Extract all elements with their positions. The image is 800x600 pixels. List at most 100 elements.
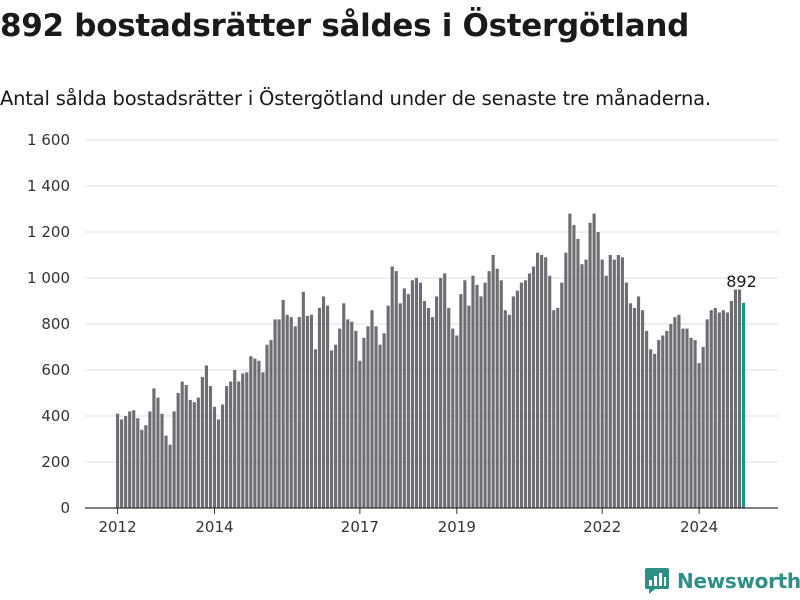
bar	[398, 303, 402, 508]
bar	[277, 319, 281, 508]
bar	[253, 358, 257, 508]
bar	[188, 399, 192, 508]
bar	[289, 317, 293, 508]
x-tick-label: 2014	[195, 518, 233, 536]
bar	[499, 280, 503, 508]
bar	[342, 303, 346, 508]
bar	[737, 289, 742, 508]
bar	[233, 370, 237, 508]
bar	[216, 419, 221, 508]
bar	[733, 289, 738, 508]
bar	[685, 328, 689, 508]
y-tick-label: 600	[41, 361, 70, 379]
bar	[334, 344, 338, 508]
x-tick-label: 2012	[98, 518, 136, 536]
y-tick-label: 1 200	[27, 223, 70, 241]
bar	[580, 264, 584, 508]
bar	[237, 381, 241, 508]
bar	[120, 419, 124, 508]
x-tick-label: 2017	[341, 518, 379, 536]
bar	[536, 252, 540, 508]
bar	[212, 406, 217, 508]
bar	[527, 273, 532, 508]
bar	[596, 232, 600, 508]
bar	[241, 373, 245, 508]
bar	[649, 349, 653, 508]
bar	[148, 411, 152, 508]
bar	[641, 310, 645, 508]
bar	[564, 252, 568, 508]
x-tick-label: 2022	[583, 518, 621, 536]
bar	[519, 282, 523, 508]
bar	[455, 335, 459, 508]
bar	[265, 344, 269, 508]
bar	[471, 275, 475, 508]
bar-series	[116, 213, 746, 509]
bar	[552, 310, 556, 508]
bar	[354, 330, 358, 508]
bar	[152, 388, 156, 508]
bar	[350, 321, 354, 508]
bar	[406, 294, 410, 508]
bar	[132, 410, 136, 508]
bar	[463, 280, 467, 508]
bar	[475, 284, 479, 508]
bar	[697, 363, 701, 508]
y-tick-label: 1 000	[27, 269, 70, 287]
bar	[645, 330, 649, 508]
bar	[653, 353, 657, 508]
x-tick-label: 2024	[680, 518, 718, 536]
bar	[661, 335, 665, 508]
bar	[394, 271, 398, 508]
bar	[124, 416, 128, 508]
bar	[257, 360, 261, 508]
bar	[366, 326, 370, 508]
y-tick-label: 1 600	[27, 131, 70, 149]
bar	[160, 413, 164, 508]
bar	[390, 266, 394, 508]
bar	[386, 305, 390, 508]
bar	[451, 328, 455, 508]
bar	[523, 280, 528, 508]
y-tick-label: 0	[60, 499, 70, 517]
bar	[326, 305, 330, 508]
bar	[556, 307, 560, 508]
bar	[507, 314, 511, 508]
bar	[221, 404, 225, 508]
bar	[560, 282, 564, 508]
bar	[156, 397, 160, 508]
bar	[624, 282, 628, 508]
bar	[313, 349, 318, 508]
bar	[330, 350, 334, 508]
bar	[208, 386, 213, 508]
bar	[261, 372, 265, 508]
bar	[269, 340, 273, 508]
brand-name: Newsworthy	[677, 569, 800, 593]
brand-logo: Newsworthy	[645, 568, 800, 594]
bar	[693, 340, 697, 508]
bar	[321, 296, 326, 508]
bar	[281, 299, 285, 508]
y-tick-label: 800	[41, 315, 70, 333]
bar	[172, 411, 176, 508]
bar	[467, 305, 471, 508]
bar	[568, 213, 572, 508]
bar	[358, 360, 362, 508]
bar	[301, 291, 305, 508]
chart-title: 892 bostadsrätter såldes i Östergötland	[0, 8, 689, 44]
bar	[612, 259, 616, 508]
bar	[689, 337, 693, 508]
bar	[410, 280, 414, 508]
bar	[721, 310, 725, 508]
bar	[346, 319, 350, 508]
bar	[531, 266, 536, 508]
bar	[632, 307, 637, 508]
bar	[572, 225, 576, 508]
bar	[479, 296, 483, 508]
bar	[503, 310, 507, 508]
bar	[249, 356, 253, 508]
bar	[418, 282, 423, 508]
bar	[540, 255, 544, 508]
bar	[426, 307, 431, 508]
bar	[511, 296, 515, 508]
